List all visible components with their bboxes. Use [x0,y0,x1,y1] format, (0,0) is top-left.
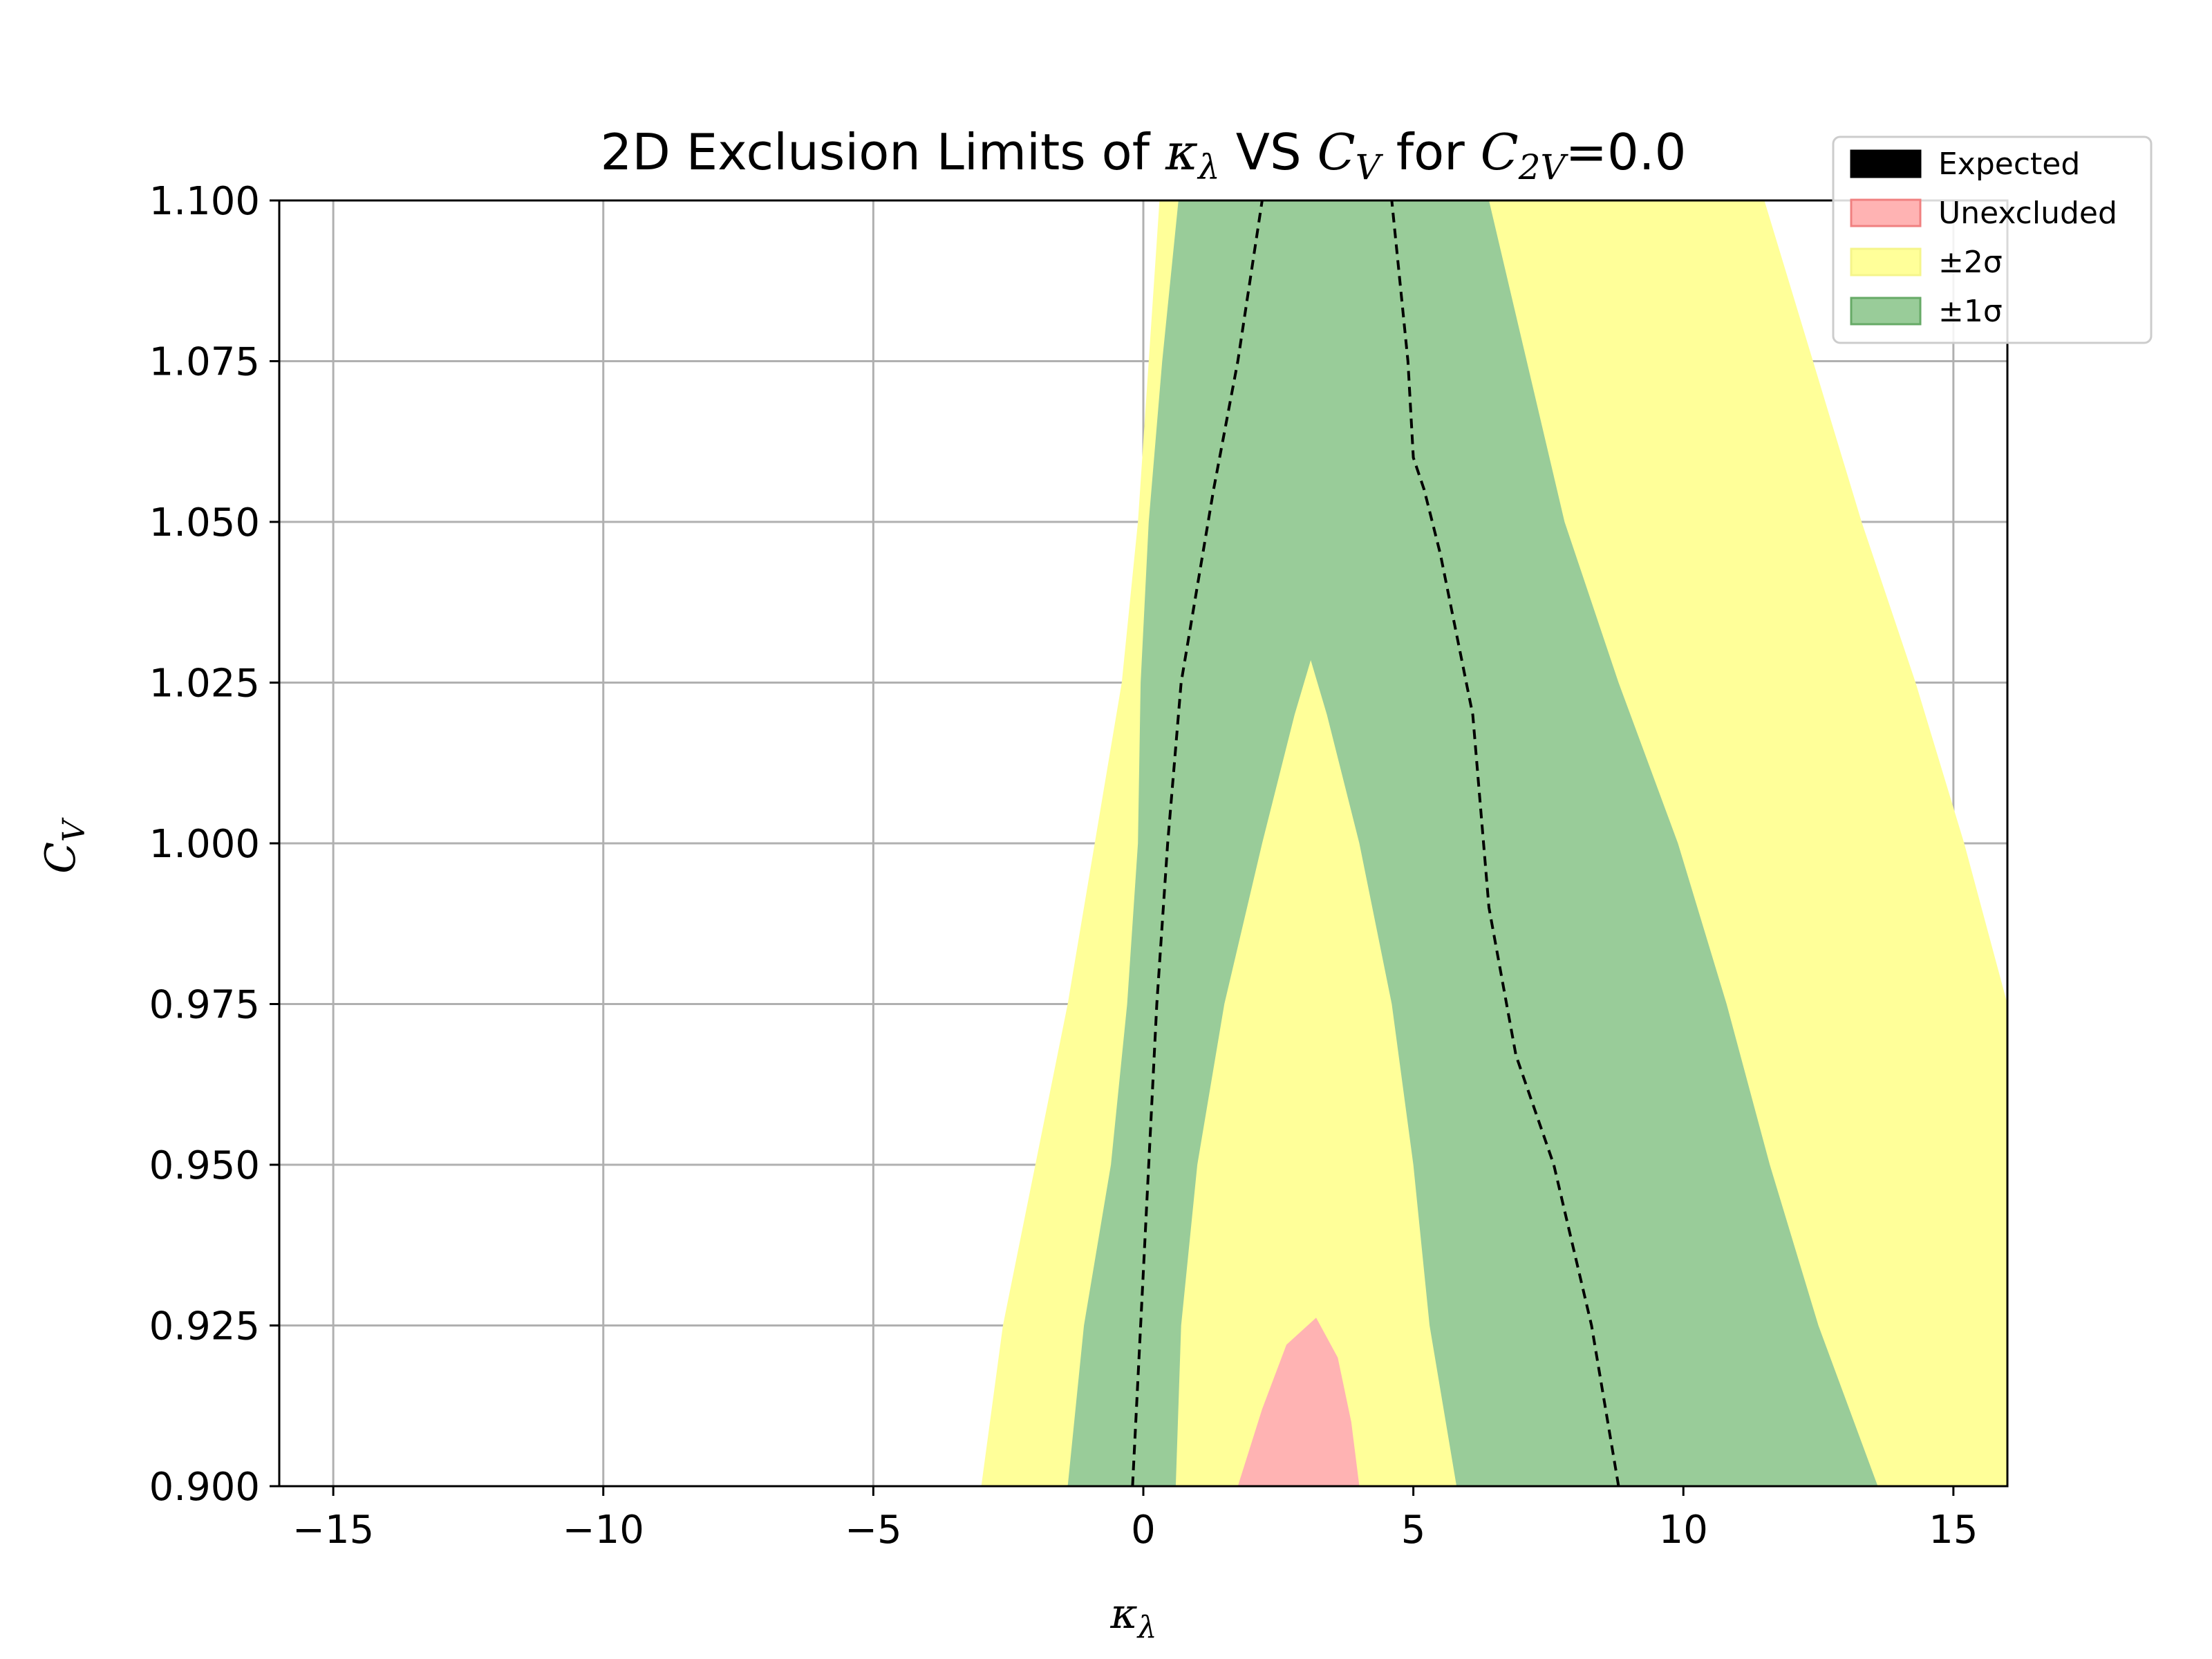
x-tick-label: 5 [1401,1508,1426,1553]
title-vs: VS [1220,123,1318,181]
legend-label-two-sigma: ±2σ [1938,245,2003,280]
expected-left-line [1131,200,1264,1486]
unexcluded-region [1237,1318,1360,1486]
legend-swatch-expected [1850,149,1922,178]
title-c2v-sub: 2V [1518,147,1569,187]
x-axis-label: κλ [1109,1590,1156,1645]
x-axis-label-main: κ [1109,1590,1137,1638]
x-tick-label: 10 [1659,1508,1708,1553]
y-tick-label: 1.100 [149,179,260,224]
title-c2v: C [1481,123,1519,181]
title-prefix: 2D Exclusion Limits of [601,123,1165,181]
title-kappa: κ [1165,123,1198,181]
legend-label-unexcluded: Unexcluded [1938,196,2117,231]
y-tick-label: 1.000 [149,822,260,867]
y-tick-label: 0.925 [149,1304,260,1349]
y-tick-label: 1.025 [149,662,260,706]
axis-ticks: −15 −10 −5 0 5 10 15 0.900 0.925 0.950 0.975 1.000 1… [149,179,1978,1553]
legend-label-expected: Expected [1938,147,2080,182]
legend-swatch-one-sigma [1850,297,1922,326]
contour-regions [981,200,2007,1486]
expected-lines [1131,200,1620,1486]
chart-legend: Expected Unexcluded ±2σ ±1σ [1832,135,2153,344]
x-tick-label: 0 [1131,1508,1156,1553]
title-cv: C [1318,123,1356,181]
legend-swatch-unexcluded [1850,198,1922,227]
y-tick-label: 0.975 [149,983,260,1028]
legend-swatch-two-sigma [1850,247,1922,276]
y-tick-label: 0.950 [149,1143,260,1188]
y-axis-label: CV [37,817,92,874]
y-tick-label: 0.900 [149,1465,260,1510]
y-tick-label: 1.050 [149,500,260,545]
y-axis-label-sub: V [57,817,92,842]
y-axis-label-main: C [37,842,85,874]
one-sigma-band [1067,200,1878,1486]
x-tick-label: 15 [1929,1508,1978,1553]
x-tick-label: −15 [292,1508,374,1553]
x-tick-label: −5 [845,1508,902,1553]
legend-label-one-sigma: ±1σ [1938,294,2003,329]
legend-box [1832,135,2153,344]
title-for: for [1380,123,1481,181]
chart-title: 2D Exclusion Limits of κλ VS CV for C2V=… [601,123,1687,187]
x-axis-label-sub: λ [1136,1610,1157,1645]
legend-items: Expected Unexcluded ±2σ ±1σ [1850,147,2117,329]
expected-right-line [1390,200,1620,1486]
title-suffix: =0.0 [1566,123,1687,181]
y-tick-label: 1.075 [149,340,260,385]
x-tick-label: −10 [563,1508,644,1553]
title-cv-sub: V [1356,147,1384,187]
title-kappa-sub: λ [1197,147,1220,187]
